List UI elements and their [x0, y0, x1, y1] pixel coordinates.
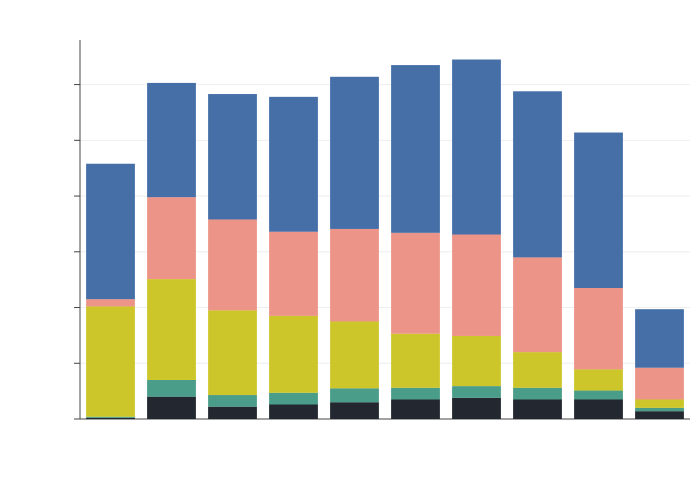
bar-segment-5-1: [330, 402, 379, 419]
bar-segment-3-3: [208, 310, 257, 396]
bar-segment-4-4: [269, 231, 318, 316]
bar-segment-7-3: [452, 335, 501, 387]
bar-segment-3-2: [208, 395, 257, 407]
bar-segment-4-3: [269, 315, 318, 393]
bar-segment-2-4: [147, 197, 196, 280]
bar-segment-7-4: [452, 234, 501, 336]
bar-segment-5-5: [330, 76, 379, 229]
bars: [86, 59, 684, 419]
bar-segment-6-1: [391, 399, 440, 419]
bar-segment-4-2: [269, 392, 318, 405]
bar-segment-1-5: [86, 163, 135, 300]
bar-segment-9-1: [574, 399, 623, 419]
bar-segment-1-2: [86, 416, 135, 418]
bar-segment-3-4: [208, 219, 257, 311]
bar-segment-1-1: [86, 417, 135, 419]
bar-segment-1-3: [86, 306, 135, 417]
bar-segment-5-2: [330, 388, 379, 403]
bar-segment-2-5: [147, 82, 196, 198]
bar-segment-8-3: [513, 352, 562, 388]
bar-segment-8-4: [513, 257, 562, 353]
bar-segment-4-5: [269, 96, 318, 232]
bar-segment-5-4: [330, 228, 379, 322]
bar-segment-6-3: [391, 333, 440, 388]
bar-segment-3-5: [208, 94, 257, 220]
bar-segment-8-1: [513, 399, 562, 419]
bar-segment-10-5: [635, 309, 684, 368]
bar-segment-6-2: [391, 387, 440, 400]
bar-segment-6-4: [391, 232, 440, 334]
bar-segment-10-2: [635, 407, 684, 412]
bar-segment-7-5: [452, 59, 501, 235]
bar-segment-10-1: [635, 411, 684, 419]
bar-segment-9-4: [574, 288, 623, 370]
bar-segment-2-3: [147, 279, 196, 380]
bar-segment-2-2: [147, 379, 196, 397]
bar-segment-7-2: [452, 386, 501, 398]
bar-segment-4-1: [269, 404, 318, 419]
bar-segment-8-2: [513, 387, 562, 400]
bar-segment-1-4: [86, 299, 135, 307]
bar-segment-6-5: [391, 65, 440, 233]
bar-segment-8-5: [513, 91, 562, 258]
bar-segment-10-3: [635, 399, 684, 408]
bar-segment-9-5: [574, 132, 623, 289]
bar-segment-9-2: [574, 390, 623, 400]
bar-segment-9-3: [574, 369, 623, 391]
bar-segment-3-1: [208, 406, 257, 419]
bar-segment-5-3: [330, 321, 379, 389]
bar-segment-7-1: [452, 397, 501, 419]
bar-segment-2-1: [147, 396, 196, 419]
bar-segment-10-4: [635, 367, 684, 400]
